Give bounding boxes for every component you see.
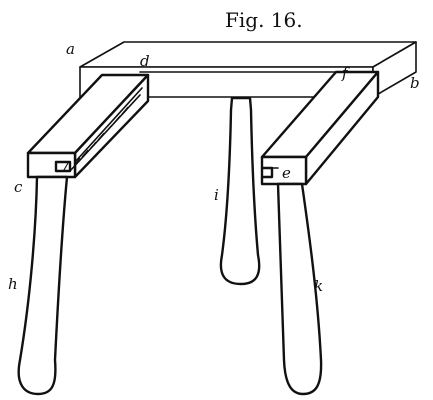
groove-hatching: [63, 98, 137, 171]
label-f: f: [341, 64, 350, 82]
label-k: k: [314, 277, 323, 295]
label-e: e: [282, 164, 291, 182]
label-h: h: [8, 275, 18, 293]
label-c: c: [14, 178, 23, 196]
leg-k: [276, 182, 323, 396]
figure-title: Fig. 16.: [225, 8, 303, 32]
rail-right: [260, 70, 380, 186]
label-d: d: [140, 52, 150, 70]
label-i: i: [214, 186, 219, 204]
rail-left: [26, 73, 150, 179]
label-b: b: [410, 74, 420, 92]
top-board: [79, 41, 417, 98]
leg-h: [17, 175, 69, 396]
label-a: a: [66, 40, 75, 58]
leg-i: [219, 96, 261, 286]
